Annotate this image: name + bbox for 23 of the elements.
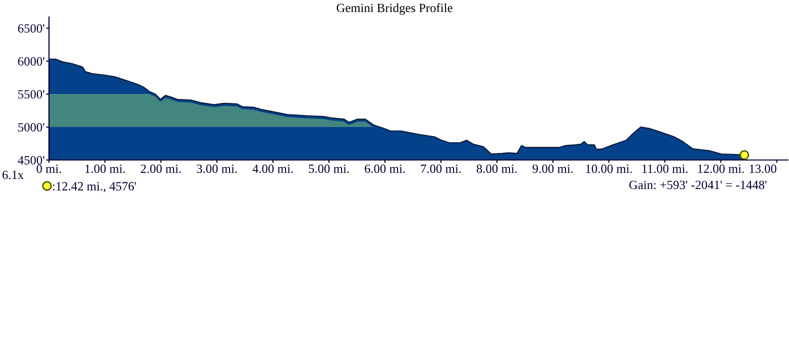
chart-title: Gemini Bridges Profile bbox=[336, 3, 452, 15]
text: Gain: +593' -2041' = -1448' bbox=[629, 180, 766, 190]
y-tick-label: 6000' bbox=[18, 57, 44, 66]
y-tick-label: 4500' bbox=[18, 156, 44, 164]
y-tick-label: 5000' bbox=[18, 123, 44, 132]
x-tick-label: 1.00 mi. bbox=[85, 164, 125, 174]
x-tick-label: 4.00 mi. bbox=[252, 164, 293, 174]
x-tick-label: 2.00 mi. bbox=[140, 164, 181, 174]
x-tick-label: 11.00 mi. bbox=[642, 164, 688, 174]
x-tick-label: 0 mi. bbox=[36, 164, 62, 174]
x-tick-label: 13.00 bbox=[750, 164, 776, 174]
x-tick-label: 3.00 mi. bbox=[196, 164, 237, 174]
x-tick-label: 9.00 mi. bbox=[532, 164, 573, 174]
x-tick-label: 5.00 mi. bbox=[308, 164, 349, 174]
legend-label: :12.42 mi., 4576' bbox=[52, 182, 136, 192]
x-tick-label: 8.00 mi. bbox=[476, 164, 517, 174]
y-tick-label: 5500' bbox=[18, 90, 44, 99]
text: 6.1x bbox=[2, 170, 24, 180]
y-tick-label: 6500' bbox=[18, 24, 44, 33]
x-tick-label: 12.00 mi. bbox=[698, 164, 744, 174]
x-tick-label: 7.00 mi. bbox=[421, 164, 461, 174]
x-tick-label: 6.00 mi. bbox=[364, 164, 405, 174]
x-tick-label: 10.00 mi. bbox=[586, 164, 632, 174]
